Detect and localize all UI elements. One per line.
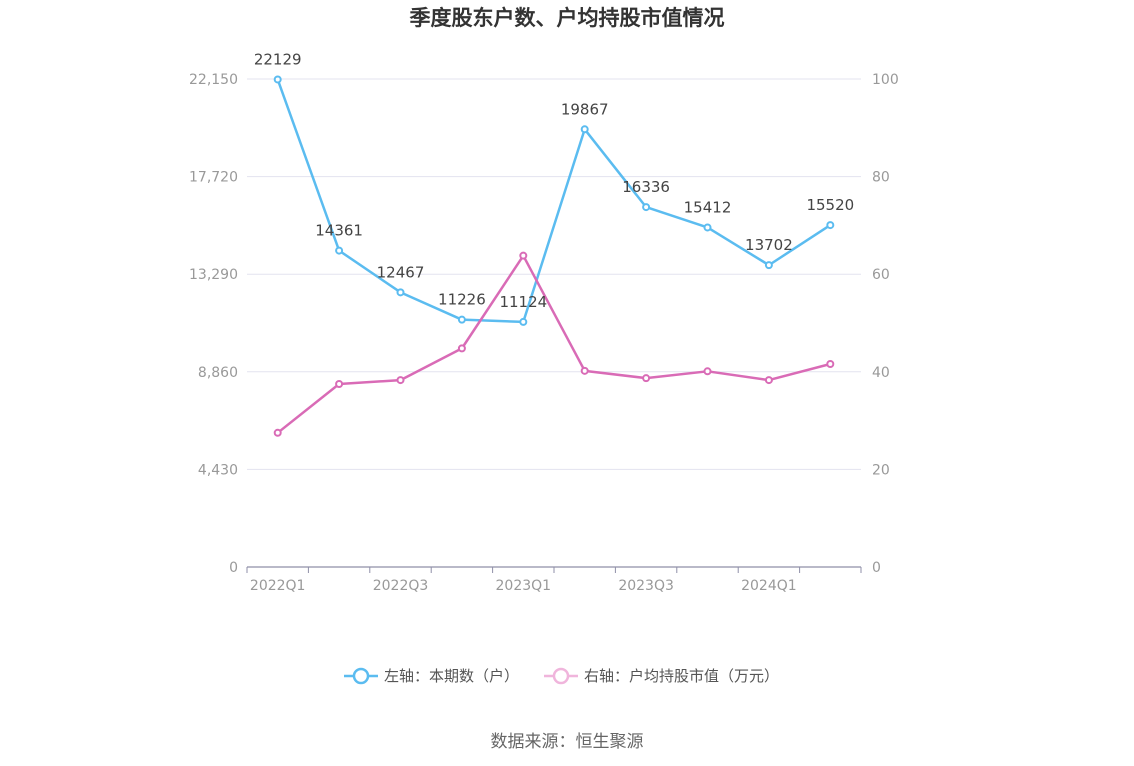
grid-lines bbox=[247, 78, 861, 470]
x-axis-tick-label: 2022Q1 bbox=[250, 578, 306, 594]
data-point bbox=[764, 376, 773, 385]
data-point bbox=[335, 380, 344, 388]
data-label: 15520 bbox=[806, 196, 854, 214]
data-point bbox=[519, 251, 528, 260]
right-axis-ticks: 0 20 40 60 80 100 bbox=[872, 72, 899, 576]
data-point bbox=[642, 374, 651, 383]
data-label: 16336 bbox=[622, 178, 670, 196]
data-point bbox=[764, 261, 773, 270]
right-axis-tick-label: 100 bbox=[872, 72, 899, 88]
x-axis-ticks: 2022Q1 2022Q3 2023Q1 2023Q3 2024Q1 bbox=[246, 567, 862, 594]
series-layer bbox=[273, 75, 835, 437]
chart-title: 季度股东户数、户均持股市值情况 bbox=[410, 6, 725, 30]
series-line-0 bbox=[276, 79, 831, 324]
data-label: 19867 bbox=[561, 100, 609, 118]
data-point bbox=[703, 367, 712, 376]
left-axis-tick-label: 22,150 bbox=[189, 72, 238, 88]
left-axis-tick-label: 8,860 bbox=[198, 365, 238, 381]
data-point bbox=[335, 246, 344, 255]
left-axis-ticks: 0 4,430 8,860 13,290 17,720 22,150 bbox=[189, 72, 238, 576]
right-axis-tick-label: 20 bbox=[872, 462, 890, 478]
data-point bbox=[396, 288, 405, 297]
legend-label: 左轴：本期数（户） bbox=[384, 667, 519, 685]
right-axis-tick-label: 0 bbox=[872, 560, 881, 576]
data-label: 22129 bbox=[254, 50, 302, 68]
data-label: 14361 bbox=[315, 222, 363, 240]
legend-swatch-marker bbox=[352, 667, 370, 685]
data-point bbox=[642, 203, 651, 212]
data-label: 15412 bbox=[684, 198, 732, 216]
x-axis-tick-label: 2022Q3 bbox=[373, 578, 429, 594]
data-point bbox=[457, 315, 466, 324]
series-line-1 bbox=[276, 254, 831, 434]
left-axis-tick-label: 4,430 bbox=[198, 462, 238, 478]
data-labels: 22129 14361 12467 11226 11124 19867 16336 15412… bbox=[254, 50, 854, 310]
left-axis-tick-label: 13,290 bbox=[189, 267, 238, 283]
right-axis-tick-label: 80 bbox=[872, 170, 890, 186]
data-point bbox=[826, 221, 835, 230]
data-point bbox=[396, 376, 405, 385]
left-axis-tick-label: 17,720 bbox=[189, 170, 238, 186]
source-note: 数据来源：恒生聚源 bbox=[491, 732, 644, 752]
x-axis-tick-label: 2023Q1 bbox=[496, 578, 552, 594]
data-label: 11226 bbox=[438, 291, 486, 309]
legend-swatch-marker bbox=[552, 667, 570, 685]
legend[interactable]: 左轴：本期数（户） 右轴：户均持股市值（万元） bbox=[344, 667, 779, 685]
data-point bbox=[580, 366, 589, 375]
data-point bbox=[580, 125, 589, 134]
data-point bbox=[273, 75, 282, 84]
data-label: 13702 bbox=[745, 236, 793, 254]
data-point bbox=[519, 317, 528, 326]
data-point bbox=[703, 223, 712, 232]
data-point bbox=[826, 359, 835, 368]
left-axis-tick-label: 0 bbox=[229, 560, 238, 576]
data-point bbox=[273, 428, 282, 437]
legend-label: 右轴：户均持股市值（万元） bbox=[584, 667, 779, 685]
x-axis-tick-label: 2023Q3 bbox=[618, 578, 674, 594]
right-axis-tick-label: 60 bbox=[872, 267, 890, 283]
data-label: 11124 bbox=[499, 293, 547, 311]
data-point bbox=[457, 344, 466, 353]
right-axis-tick-label: 40 bbox=[872, 365, 890, 381]
x-axis-tick-label: 2024Q1 bbox=[741, 578, 797, 594]
data-label: 12467 bbox=[377, 263, 425, 281]
